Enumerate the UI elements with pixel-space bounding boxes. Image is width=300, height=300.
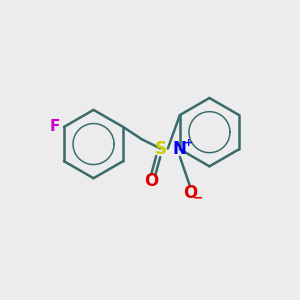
Text: F: F (49, 119, 60, 134)
Text: −: − (193, 192, 204, 205)
Text: O: O (183, 184, 197, 202)
Text: N: N (173, 140, 187, 158)
Text: +: + (184, 138, 193, 148)
Text: O: O (144, 172, 159, 190)
Text: S: S (154, 140, 166, 158)
